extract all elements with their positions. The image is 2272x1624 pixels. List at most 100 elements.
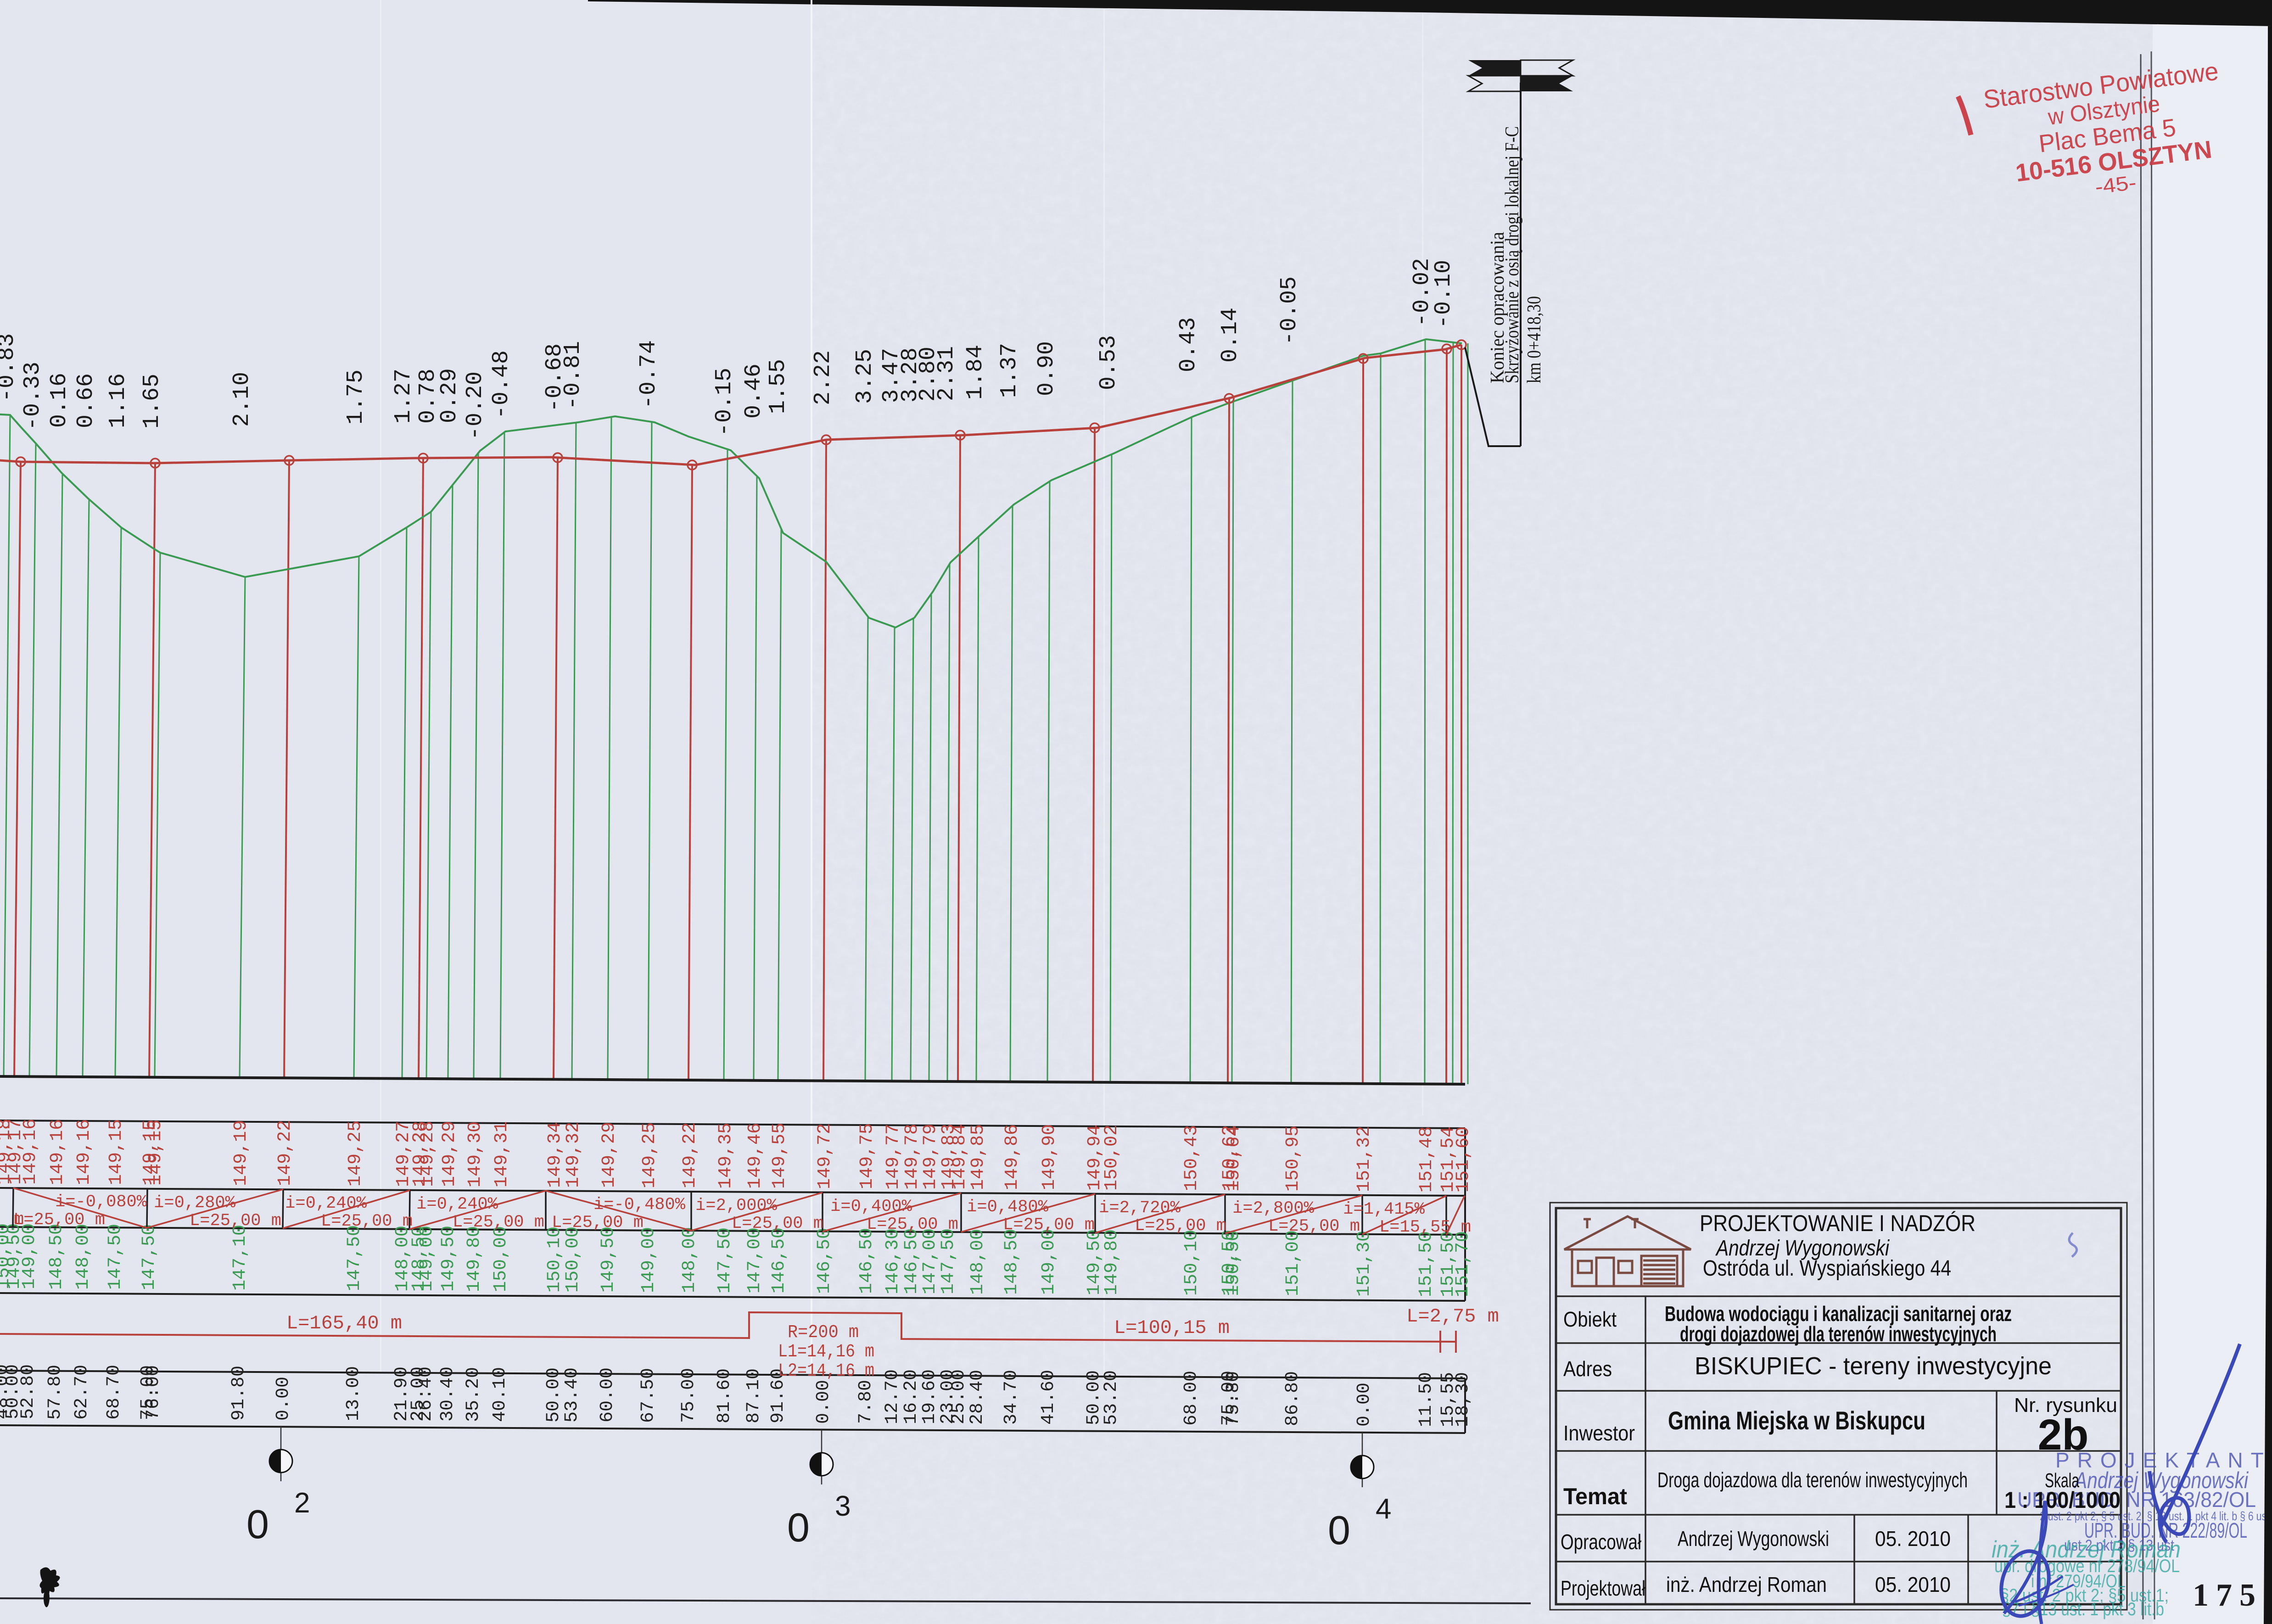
svg-text:150,00: 150,00 (491, 1226, 511, 1292)
svg-text:148,00: 148,00 (679, 1227, 700, 1293)
svg-text:i=2,720%: i=2,720% (1099, 1198, 1181, 1218)
svg-text:ust 2 pkt 2 § 13 ust: ust 2 pkt 2 § 13 ust (2064, 1537, 2174, 1554)
svg-text:L=100,15 m: L=100,15 m (1114, 1317, 1230, 1339)
svg-text:151,30: 151,30 (1354, 1231, 1375, 1297)
svg-text:149,86: 149,86 (1002, 1124, 1023, 1190)
svg-text:52.80: 52.80 (18, 1364, 39, 1419)
svg-text:149,34: 149,34 (545, 1122, 565, 1188)
svg-text:7.80: 7.80 (856, 1380, 876, 1424)
svg-text:149,19: 149,19 (231, 1120, 252, 1186)
svg-text:149,00: 149,00 (19, 1223, 40, 1289)
svg-text:19.60: 19.60 (919, 1369, 940, 1424)
svg-text:57.80: 57.80 (45, 1365, 66, 1420)
svg-text:40.10: 40.10 (490, 1367, 510, 1422)
svg-text:150,62: 150,62 (1220, 1125, 1240, 1191)
svg-text:50.00: 50.00 (543, 1367, 564, 1422)
svg-text:1.65: 1.65 (139, 374, 165, 429)
svg-text:149,15: 149,15 (106, 1119, 127, 1185)
svg-text:75.00: 75.00 (1219, 1371, 1239, 1426)
svg-text:149,16: 149,16 (74, 1119, 95, 1185)
svg-text:Obiekt: Obiekt (1563, 1307, 1617, 1331)
svg-text:53.20: 53.20 (1101, 1370, 1122, 1425)
svg-text:L=15,55 m: L=15,55 m (1379, 1218, 1471, 1237)
svg-text:149,50: 149,50 (438, 1226, 459, 1292)
svg-text:Ostróda ul. Wyspiańskiego 44: Ostróda ul. Wyspiańskiego 44 (1703, 1256, 1951, 1281)
svg-text:Koniec opracowania: Koniec opracowania (1487, 232, 1508, 383)
svg-text:05. 2010: 05. 2010 (1875, 1527, 1951, 1551)
svg-text:75.00: 75.00 (678, 1368, 699, 1423)
svg-text:68.00: 68.00 (1181, 1371, 1202, 1426)
svg-text:15,55: 15,55 (1438, 1372, 1459, 1427)
svg-text:149,22: 149,22 (680, 1122, 700, 1188)
svg-text:149,00: 149,00 (417, 1226, 437, 1292)
svg-text:148,50: 148,50 (409, 1226, 430, 1292)
svg-text:BISKUPIEC - tereny inwestycyj: BISKUPIEC - tereny inwestycyjne (1695, 1352, 2052, 1380)
svg-text:-0.20: -0.20 (462, 371, 488, 440)
svg-text:175: 175 (2193, 1578, 2263, 1613)
svg-text:1.75: 1.75 (343, 370, 369, 425)
svg-text:149,00: 149,00 (638, 1227, 659, 1293)
svg-text:Temat: Temat (1563, 1484, 1627, 1509)
svg-text:2.22: 2.22 (810, 350, 836, 405)
svg-text:150,00: 150,00 (563, 1226, 583, 1293)
svg-text:L=25,00 m: L=25,00 m (13, 1210, 105, 1230)
svg-text:i=-0,480%: i=-0,480% (593, 1195, 686, 1215)
svg-text:Skala: Skala (2045, 1469, 2079, 1492)
svg-text:i=0,400%: i=0,400% (830, 1197, 912, 1216)
svg-text:-0.68: -0.68 (542, 343, 568, 412)
svg-text:05. 2010: 05. 2010 (1875, 1573, 1951, 1596)
svg-text:76.00: 76.00 (143, 1365, 164, 1420)
svg-text:L=25,00 m: L=25,00 m (552, 1213, 644, 1232)
svg-text:0.00: 0.00 (273, 1377, 294, 1421)
svg-text:13.00: 13.00 (343, 1366, 364, 1421)
svg-text:1.55: 1.55 (765, 359, 791, 414)
svg-text:150,02: 150,02 (1102, 1125, 1122, 1191)
svg-text:48.00: 48.00 (0, 1364, 13, 1419)
svg-text:91.80: 91.80 (229, 1366, 249, 1421)
svg-text:2 ust. 2 pkt 2, § 5 ust. 2, §: 2 ust. 2 pkt 2, § 5 ust. 2, § 13 ust. 1 … (2040, 1509, 2272, 1523)
svg-text:1.16: 1.16 (105, 373, 131, 428)
svg-text:2.10: 2.10 (229, 372, 255, 427)
svg-text:149,77: 149,77 (883, 1124, 904, 1190)
svg-text:50.00: 50.00 (3, 1364, 23, 1419)
svg-text:L1=14,16 m: L1=14,16 m (778, 1342, 874, 1362)
svg-text:L=25,00 m: L=25,00 m (1003, 1215, 1095, 1235)
svg-text:151,60: 151,60 (1453, 1126, 1474, 1193)
svg-text:148,50: 148,50 (1002, 1229, 1022, 1295)
svg-text:UPR. BUD. NR 163/82/OL: UPR. BUD. NR 163/82/OL (2017, 1488, 2256, 1512)
svg-text:150,43: 150,43 (1181, 1125, 1202, 1191)
svg-text:-0.05: -0.05 (1276, 276, 1303, 345)
svg-text:upr. drogowe nr 278/94/OL: upr. drogowe nr 278/94/OL (1994, 1556, 2180, 1576)
svg-text:149,50: 149,50 (598, 1226, 619, 1293)
svg-text:L=25,00 m: L=25,00 m (732, 1214, 823, 1233)
svg-text:149,85: 149,85 (968, 1124, 989, 1190)
svg-text:87.10: 87.10 (744, 1368, 764, 1423)
svg-text:Skrzyżowanie z osią drogi loka: Skrzyżowanie z osią drogi lokalnej F-C (1502, 126, 1523, 383)
svg-text:149,32: 149,32 (563, 1122, 584, 1188)
svg-text:0.00: 0.00 (813, 1380, 834, 1424)
svg-text:151,50: 151,50 (1416, 1231, 1437, 1297)
svg-text:i=0,240%: i=0,240% (285, 1194, 367, 1213)
svg-text:149,75: 149,75 (857, 1123, 878, 1189)
svg-text:149,50: 149,50 (1084, 1229, 1105, 1295)
svg-text:km 0+418,30: km 0+418,30 (1524, 296, 1545, 383)
svg-text:0.16: 0.16 (46, 373, 73, 428)
svg-text:0: 0 (787, 1505, 810, 1550)
svg-text:147,50: 147,50 (139, 1224, 160, 1290)
svg-text:0.90: 0.90 (1034, 341, 1060, 396)
svg-text:149,79: 149,79 (920, 1124, 941, 1190)
svg-text:3.28: 3.28 (897, 347, 923, 403)
svg-text:151,70: 151,70 (1453, 1231, 1473, 1297)
svg-text:35.20: 35.20 (463, 1367, 484, 1422)
svg-text:149,17: 149,17 (6, 1119, 26, 1185)
svg-text:Andrzej Wygonowski: Andrzej Wygonowski (1715, 1236, 1890, 1260)
svg-text:-0.10: -0.10 (1431, 260, 1457, 329)
svg-text:149,15: 149,15 (145, 1120, 166, 1186)
svg-text:26.40: 26.40 (416, 1366, 436, 1422)
svg-text:-0.33: -0.33 (20, 362, 46, 431)
svg-text:i=-0,080%: i=-0,080% (55, 1193, 147, 1212)
svg-text:91.60: 91.60 (768, 1368, 789, 1423)
svg-text:149,31: 149,31 (492, 1121, 512, 1187)
svg-text:147,50: 147,50 (938, 1228, 959, 1294)
svg-text:150,10: 150,10 (544, 1226, 565, 1293)
